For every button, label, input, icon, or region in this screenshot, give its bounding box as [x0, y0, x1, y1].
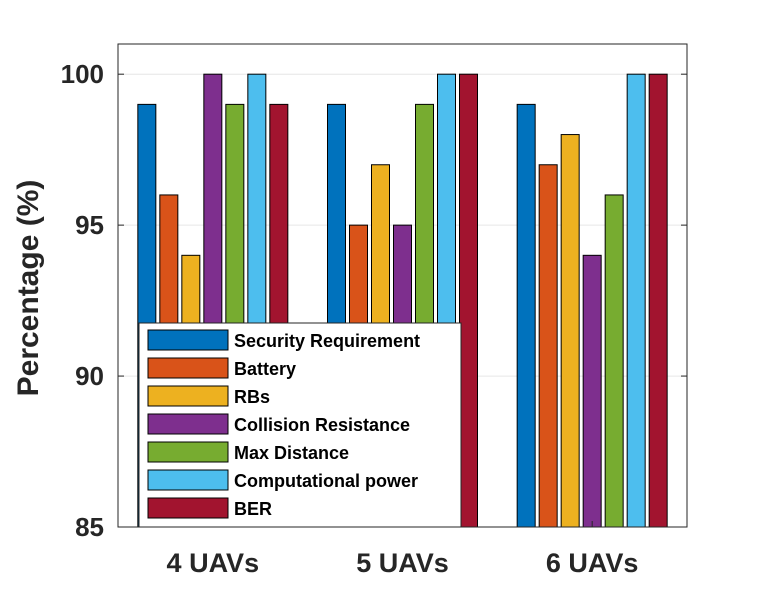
bar-rbs-3 — [560, 134, 580, 528]
y-tick-label: 85 — [75, 512, 104, 542]
legend: Security Requirement Battery RBs Collision … — [138, 322, 462, 528]
legend-entry-label: Battery — [234, 359, 296, 379]
bar-max-distance-3 — [604, 194, 624, 528]
legend-swatch — [147, 413, 229, 435]
legend-entry-label: Collision Resistance — [234, 415, 410, 435]
y-axis-label: Percentage (%) — [12, 180, 45, 397]
bar-battery-3 — [538, 164, 558, 528]
bar-ber-2 — [459, 73, 478, 528]
x-categories-group: 4 UAVs 5 UAVs 6 UAVs — [167, 521, 639, 578]
x-category-label: 5 UAVs — [356, 548, 449, 578]
x-category-label: 4 UAVs — [167, 548, 260, 578]
bar-collision-resistance-3 — [582, 254, 602, 528]
legend-entry-label: Max Distance — [234, 443, 349, 463]
legend-swatch — [147, 497, 229, 519]
legend-swatch — [147, 357, 229, 379]
y-ticks-group: 85 90 95 100 — [61, 59, 687, 542]
legend-entry-label: RBs — [234, 387, 270, 407]
legend-entry-label: BER — [234, 499, 272, 519]
bar-security-requirement-3 — [516, 103, 536, 528]
x-category-label: 6 UAVs — [546, 548, 639, 578]
legend-swatch — [147, 329, 229, 351]
legend-entry-label: Security Requirement — [234, 331, 420, 351]
y-tick-label: 95 — [75, 210, 104, 240]
legend-swatch — [147, 385, 229, 407]
legend-entry-label: Computational power — [234, 471, 418, 491]
y-tick-label: 90 — [75, 361, 104, 391]
bar-ber-3 — [648, 73, 668, 528]
legend-swatch — [147, 441, 229, 463]
legend-swatch — [147, 469, 229, 491]
y-tick-label: 100 — [61, 59, 104, 89]
bar-computational-power-3 — [626, 73, 646, 528]
